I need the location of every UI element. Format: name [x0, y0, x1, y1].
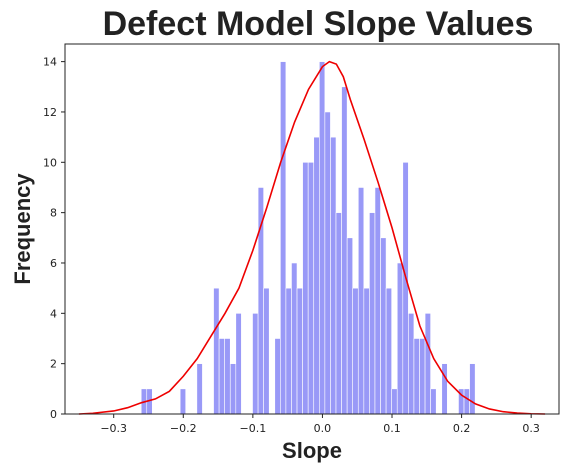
y-tick-label-3: 6	[50, 257, 57, 270]
histogram-bar-31	[380, 237, 387, 415]
histogram-bar-12	[274, 338, 281, 415]
histogram-bar-20	[319, 61, 326, 415]
histogram-bar-34	[396, 262, 404, 415]
x-tick-label-2: −0.1	[239, 422, 266, 435]
y-axis-label: Frequency	[10, 173, 35, 285]
x-axis-label: Slope	[282, 438, 342, 463]
histogram-bar-2	[179, 388, 187, 415]
histogram-bar-16	[296, 287, 303, 415]
x-tick-label-0: −0.3	[100, 422, 127, 435]
histogram-bar-41	[441, 363, 448, 415]
histogram-bar-15	[291, 262, 298, 415]
histogram-bar-24	[341, 86, 348, 415]
histogram-bar-5	[218, 338, 225, 415]
histogram-bars	[140, 61, 476, 415]
x-tick-label-3: 0.0	[314, 422, 332, 435]
histogram-bar-6	[224, 338, 231, 415]
histogram-bar-4	[213, 287, 220, 415]
x-axis-ticks: −0.3 −0.2 −0.1 0.0 0.1 0.2 0.3	[100, 414, 540, 435]
y-tick-label-1: 2	[50, 358, 57, 371]
y-tick-label-4: 8	[50, 207, 57, 220]
x-tick-label-6: 0.3	[522, 422, 540, 435]
histogram-bar-39	[424, 313, 431, 415]
x-tick-label-1: −0.2	[170, 422, 197, 435]
y-tick-label-0: 0	[50, 408, 57, 421]
y-tick-label-6: 12	[43, 106, 57, 119]
histogram-bar-43	[463, 388, 470, 415]
histogram-bar-23	[335, 212, 342, 415]
histogram-bar-29	[369, 212, 376, 415]
histogram-bar-22	[330, 136, 337, 415]
histogram-bar-27	[357, 187, 365, 415]
histogram-bar-33	[391, 388, 398, 415]
histogram-bar-17	[302, 162, 309, 415]
histogram-bar-13	[280, 61, 287, 415]
histogram-bar-25	[346, 237, 354, 415]
histogram-bar-14	[285, 287, 292, 415]
histogram-bar-21	[324, 111, 331, 415]
histogram-bar-30	[374, 187, 381, 415]
histogram-bar-3	[196, 363, 203, 415]
y-tick-label-5: 10	[43, 156, 57, 169]
histogram-bar-11	[263, 287, 270, 415]
histogram-bar-32	[385, 287, 392, 415]
y-axis-ticks: 0 2 4 6 8 10 12 14	[43, 56, 65, 421]
histogram-bar-36	[408, 313, 415, 415]
histogram-bar-19	[313, 136, 320, 415]
histogram-bar-7	[229, 363, 237, 415]
histogram-bar-26	[352, 287, 359, 415]
histogram-bar-44	[469, 363, 476, 415]
histogram-bar-28	[363, 287, 370, 415]
x-tick-label-5: 0.2	[453, 422, 471, 435]
histogram-bar-18	[307, 162, 315, 415]
y-tick-label-7: 14	[43, 56, 57, 69]
histogram-bar-37	[413, 338, 420, 415]
x-tick-label-4: 0.1	[383, 422, 401, 435]
chart-title: Defect Model Slope Values	[103, 5, 534, 43]
histogram-bar-35	[402, 162, 409, 415]
histogram-bar-40	[430, 388, 437, 415]
kde-curve	[78, 60, 546, 415]
histogram-bar-9	[252, 313, 259, 415]
plot-frame	[64, 43, 560, 415]
histogram-bar-38	[419, 338, 426, 415]
histogram-bar-8	[235, 313, 242, 415]
y-tick-label-2: 4	[50, 307, 57, 320]
